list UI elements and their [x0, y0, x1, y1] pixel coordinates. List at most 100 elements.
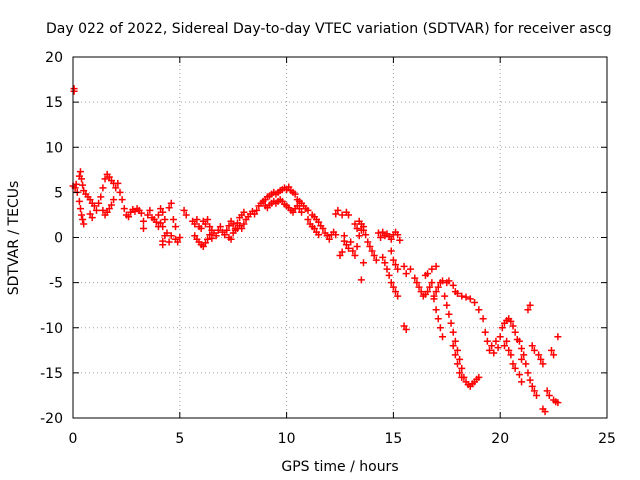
data-point	[439, 277, 447, 285]
data-point	[285, 183, 293, 191]
data-point	[289, 208, 297, 216]
y-tick-label: 20	[45, 50, 63, 66]
data-point	[191, 220, 199, 228]
data-point	[310, 224, 318, 232]
data-point	[541, 408, 549, 416]
data-point	[447, 319, 455, 327]
data-point	[101, 175, 109, 183]
data-point	[238, 224, 246, 232]
data-point	[197, 224, 205, 232]
y-tick-label: -10	[40, 321, 63, 337]
data-point	[547, 346, 555, 354]
data-point	[500, 342, 508, 350]
data-point	[105, 205, 113, 213]
data-point	[342, 241, 350, 249]
data-point	[535, 351, 543, 359]
data-point	[426, 283, 434, 291]
data-point	[449, 328, 457, 336]
data-point	[479, 315, 487, 323]
data-point	[364, 238, 372, 246]
data-point	[424, 270, 432, 278]
data-point	[336, 252, 344, 260]
data-point	[451, 351, 459, 359]
data-point	[165, 204, 173, 212]
data-point	[97, 193, 105, 201]
data-point	[110, 196, 118, 204]
data-point	[107, 201, 115, 209]
data-point	[518, 345, 526, 353]
data-point	[492, 337, 500, 345]
data-point	[353, 243, 361, 251]
data-point	[550, 351, 558, 359]
data-point	[137, 209, 145, 217]
data-point	[225, 222, 233, 230]
data-point	[400, 262, 408, 270]
data-point	[347, 238, 355, 246]
data-point	[229, 220, 237, 228]
data-point	[449, 281, 457, 289]
data-point	[507, 351, 515, 359]
data-point	[402, 326, 410, 334]
data-point	[453, 289, 461, 297]
data-point	[428, 265, 436, 273]
data-point	[227, 235, 235, 243]
chart-title: Day 022 of 2022, Sidereal Day-to-day VTE…	[46, 21, 612, 37]
data-point	[443, 301, 451, 309]
data-point	[413, 279, 421, 287]
data-point	[368, 247, 376, 255]
data-point	[167, 199, 175, 207]
data-point	[366, 243, 374, 251]
data-point	[180, 206, 188, 214]
data-point	[509, 322, 517, 330]
data-point	[182, 211, 190, 219]
data-point	[411, 274, 419, 282]
data-point	[323, 232, 331, 240]
y-tick-label: -20	[40, 411, 63, 427]
data-point	[338, 248, 346, 256]
data-point	[112, 184, 120, 192]
data-point	[430, 295, 438, 303]
data-point	[522, 360, 530, 368]
data-point	[505, 346, 513, 354]
y-tick-label: -5	[49, 276, 63, 292]
data-point	[488, 342, 496, 350]
data-point	[424, 288, 432, 296]
data-point	[163, 229, 171, 237]
data-point	[515, 337, 523, 345]
data-point	[406, 265, 414, 273]
data-point	[526, 301, 534, 309]
data-point	[432, 306, 440, 314]
data-point	[193, 215, 201, 223]
data-point	[199, 243, 207, 251]
data-point	[451, 337, 459, 345]
data-point	[453, 360, 461, 368]
data-point	[394, 231, 402, 239]
data-point	[99, 206, 107, 214]
data-point	[402, 270, 410, 278]
data-point	[298, 208, 306, 216]
data-point	[355, 232, 363, 240]
data-point	[80, 187, 88, 195]
data-point	[159, 208, 167, 216]
data-point	[253, 206, 261, 214]
y-axis-label: SDTVAR / TECUs	[6, 181, 22, 296]
data-point	[80, 220, 88, 228]
y-tick-label: 0	[54, 231, 63, 247]
data-point	[240, 208, 248, 216]
data-point	[295, 205, 303, 213]
data-point	[475, 373, 483, 381]
y-tick-label: -15	[40, 366, 63, 382]
data-point	[483, 337, 491, 345]
data-point	[362, 231, 370, 239]
data-point	[503, 337, 511, 345]
data-point	[396, 236, 404, 244]
data-point	[332, 210, 340, 218]
data-point	[509, 360, 517, 368]
data-point	[304, 206, 312, 214]
data-point	[357, 220, 365, 228]
data-point	[387, 279, 395, 287]
data-point	[545, 391, 553, 399]
data-point	[432, 288, 440, 296]
data-point	[533, 391, 541, 399]
